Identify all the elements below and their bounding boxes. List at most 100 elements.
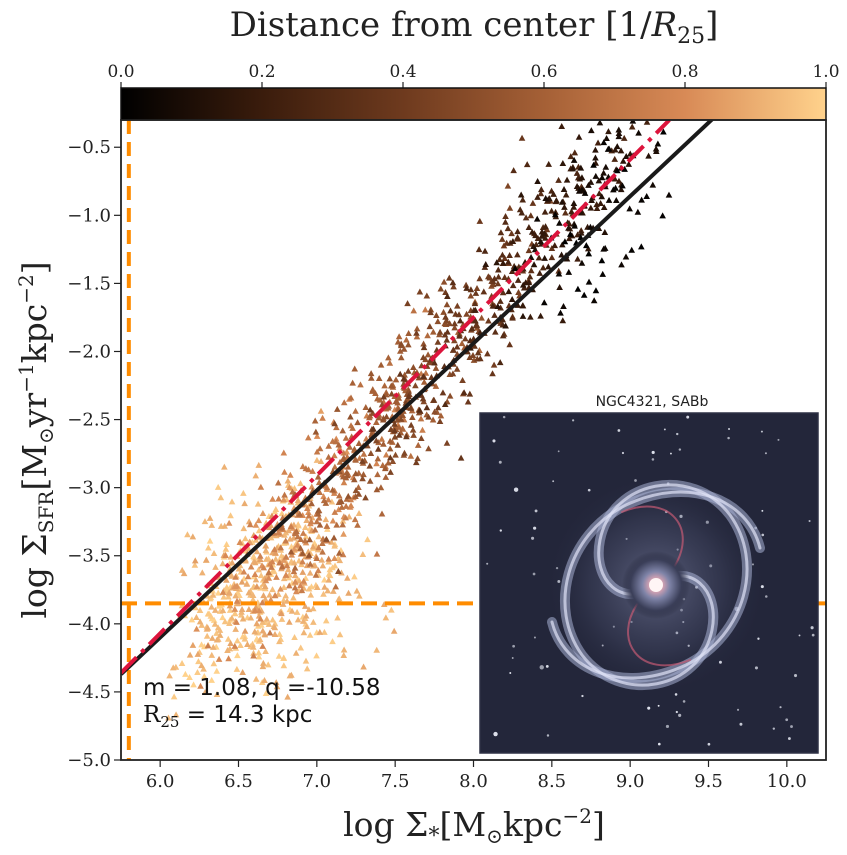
scatter-point <box>222 552 229 559</box>
scatter-point <box>573 182 581 189</box>
scatter-point <box>567 153 575 160</box>
scatter-point <box>300 577 308 584</box>
scatter-point <box>394 441 402 448</box>
star-icon <box>651 458 655 461</box>
scatter-point <box>533 215 541 222</box>
scatter-point <box>297 582 304 589</box>
scatter-point <box>638 243 645 250</box>
scatter-point <box>304 505 311 512</box>
scatter-point <box>265 524 273 531</box>
scatter-point <box>474 349 482 356</box>
scatter-point <box>259 599 266 606</box>
scatter-point <box>613 143 621 150</box>
y-axis-label: log ΣSFR[M⊙yr−1kpc−2] <box>14 261 58 618</box>
star-icon <box>760 430 763 433</box>
star-icon <box>621 451 625 455</box>
scatter-point <box>212 606 219 613</box>
star-icon <box>754 666 758 670</box>
scatter-point <box>278 615 286 622</box>
scatter-point <box>391 433 399 440</box>
scatter-point <box>551 211 559 218</box>
scatter-point <box>193 625 200 632</box>
scatter-point <box>525 223 533 230</box>
scatter-point <box>277 544 285 551</box>
scatter-point <box>525 247 533 254</box>
star-icon <box>727 436 730 440</box>
scatter-point <box>262 689 270 696</box>
scatter-point <box>615 126 623 133</box>
scatter-point <box>359 551 367 558</box>
scatter-point <box>344 463 352 470</box>
scatter-point <box>468 325 476 332</box>
scatter-point <box>443 301 451 308</box>
scatter-point <box>467 292 475 299</box>
scatter-point <box>492 328 499 335</box>
scatter-point <box>571 149 579 156</box>
scatter-point <box>276 630 283 637</box>
scatter-point <box>253 548 261 555</box>
scatter-point <box>417 415 425 422</box>
scatter-point <box>294 497 302 504</box>
scatter-point <box>283 597 291 604</box>
star-icon <box>707 742 711 746</box>
scatter-point <box>221 463 228 470</box>
scatter-point <box>575 187 583 194</box>
scatter-point <box>319 562 327 569</box>
scatter-point <box>397 415 405 422</box>
colorbar-tick-label: 1.0 <box>812 62 839 82</box>
star-icon <box>785 718 789 722</box>
scatter-point <box>615 177 623 184</box>
scatter-point <box>271 546 278 553</box>
scatter-point <box>541 254 548 261</box>
scatter-point <box>362 403 370 410</box>
scatter-point <box>555 267 562 274</box>
scatter-point <box>420 373 427 380</box>
scatter-point <box>397 340 405 347</box>
scatter-point <box>409 414 416 421</box>
scatter-point <box>619 182 626 189</box>
scatter-point <box>446 392 454 399</box>
scatter-point <box>343 469 351 476</box>
scatter-point <box>504 182 512 189</box>
scatter-point <box>380 601 388 608</box>
scatter-point <box>302 523 309 530</box>
scatter-point <box>495 266 502 273</box>
scatter-point <box>614 167 621 174</box>
scatter-point <box>499 316 507 323</box>
dashdot-line <box>121 120 671 675</box>
scatter-point <box>518 209 526 216</box>
scatter-point <box>338 498 345 505</box>
scatter-point <box>536 269 544 276</box>
scatter-point <box>293 608 301 615</box>
scatter-point <box>519 196 527 203</box>
colorbar-tick-label: 0.6 <box>530 62 557 82</box>
scatter-point <box>643 120 651 125</box>
scatter-point <box>462 281 470 288</box>
scatter-point <box>352 470 360 477</box>
scatter-point <box>362 494 369 501</box>
scatter-point <box>502 322 509 329</box>
scatter-point <box>269 586 276 593</box>
scatter-point <box>453 365 461 372</box>
scatter-point <box>166 672 173 679</box>
scatter-point <box>328 498 336 505</box>
scatter-point <box>298 587 306 594</box>
scatter-point <box>436 418 444 425</box>
scatter-point <box>216 626 224 633</box>
scatter-point <box>497 297 504 304</box>
scatter-point <box>493 259 501 266</box>
scatter-point <box>225 655 232 662</box>
scatter-point <box>501 274 508 281</box>
scatter-point <box>275 652 283 659</box>
star-icon <box>493 731 498 737</box>
scatter-point <box>331 542 338 549</box>
scatter-point <box>481 247 489 254</box>
scatter-point <box>208 651 216 658</box>
scatter-point <box>192 604 199 611</box>
scatter-point <box>432 364 440 371</box>
scatter-point <box>307 518 315 525</box>
scatter-point <box>332 435 340 442</box>
scatter-point <box>434 404 442 411</box>
scatter-point <box>282 571 290 578</box>
scatter-point <box>319 539 326 546</box>
